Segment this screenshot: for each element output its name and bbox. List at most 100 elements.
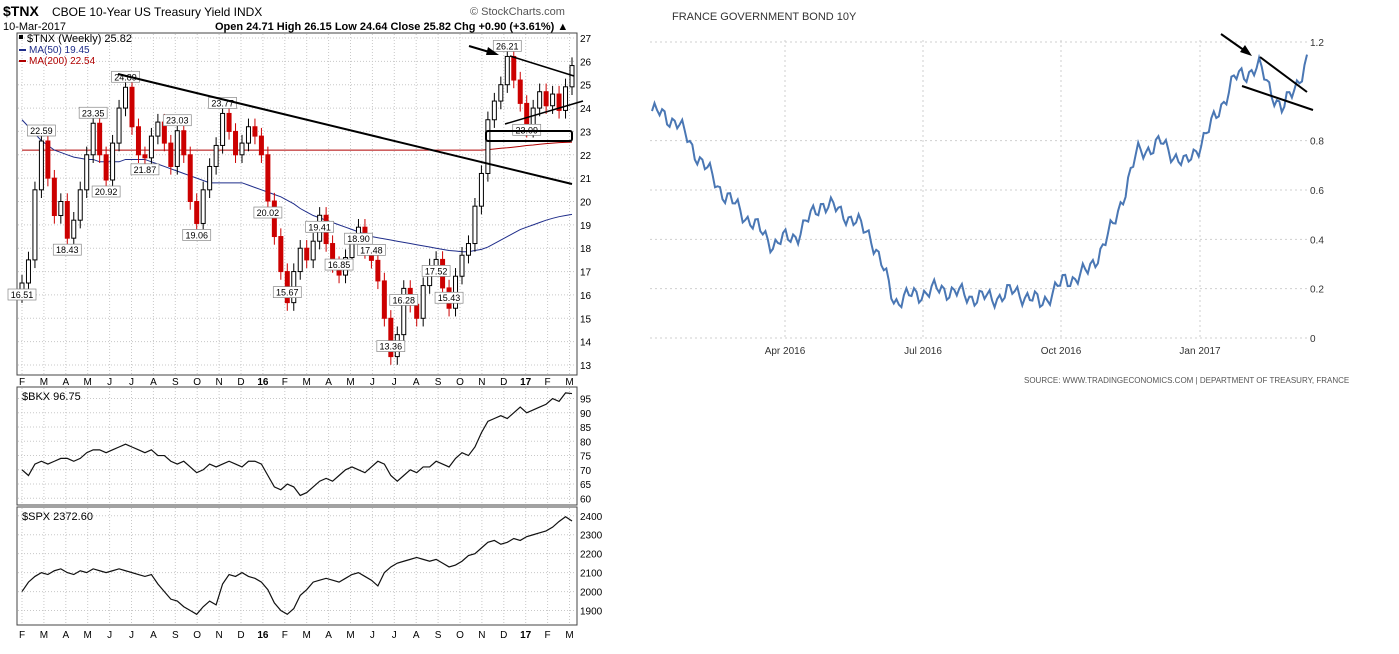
- spx-tick-label: 2200: [580, 550, 603, 561]
- price-label: 16.28: [392, 295, 415, 305]
- candle-body: [64, 201, 70, 239]
- stockcharts-svg: $TNX CBOE 10-Year US Treasury Yield INDX…: [3, 3, 603, 641]
- candle-body: [504, 55, 510, 86]
- pennant-lower-line: [504, 100, 584, 125]
- ohlc-text: Open 24.71 High 26.15 Low 24.64 Close 25…: [215, 21, 568, 33]
- price-label: 21.87: [134, 165, 157, 175]
- price-label: 16.85: [328, 260, 351, 270]
- candle-body: [77, 189, 83, 221]
- month-label: A: [62, 377, 69, 388]
- legend-tnx: $TNX (Weekly) 25.82: [27, 33, 132, 45]
- candle-body: [550, 93, 556, 107]
- candle-body: [45, 140, 51, 179]
- candle-body: [207, 165, 213, 191]
- spx-tick-label: 2300: [580, 531, 603, 542]
- right-y-tick: 0.6: [1310, 186, 1324, 197]
- symbol-label: $TNX: [3, 3, 39, 19]
- month-label: M: [40, 630, 48, 641]
- candle-body: [90, 122, 96, 156]
- month-label: O: [456, 377, 464, 388]
- spx-y-axis: 2400 2300 2200 2100 2000 1900: [580, 512, 603, 618]
- price-label-box: [27, 124, 56, 137]
- month-label: S: [172, 630, 179, 641]
- tnx-tick-label: 26: [580, 57, 592, 68]
- candle-body: [174, 130, 180, 167]
- candle-body: [123, 86, 129, 109]
- candle-body: [297, 247, 303, 273]
- price-label-box: [389, 294, 419, 306]
- month-label: O: [193, 630, 201, 641]
- candle-body: [420, 285, 426, 319]
- tnx-y-axis: 27 26 25 24 23 22 21 20 19 18 17 16 15 14 13: [580, 34, 592, 372]
- candle-body: [51, 177, 57, 217]
- candle-body: [478, 172, 484, 207]
- month-label: S: [435, 630, 442, 641]
- month-label: J: [392, 377, 397, 388]
- price-label: 20.92: [95, 187, 118, 197]
- price-label-box: [162, 114, 192, 127]
- bkx-y-axis: 95 90 85 80 75 70 65 60: [580, 395, 592, 506]
- bkx-tick-label: 70: [580, 466, 592, 477]
- stockcharts-panel: $TNX CBOE 10-Year US Treasury Yield INDX…: [0, 0, 623, 649]
- tradingeconomics-panel: FRANCE GOVERNMENT BOND 10Y 1.2 0.8 0.6 0.4 0…: [640, 0, 1380, 400]
- spx-tick-label: 1900: [580, 607, 603, 618]
- candle-body: [388, 317, 394, 358]
- candle-body: [459, 254, 465, 277]
- price-label-box: [305, 220, 334, 233]
- tnx-tick-label: 20: [580, 198, 592, 209]
- month-label: N: [215, 630, 222, 641]
- month-label: 17: [520, 630, 532, 641]
- legend-ma50: MA(50) 19.45: [29, 45, 90, 56]
- price-label: 15.43: [438, 293, 461, 303]
- candle-body: [381, 280, 387, 319]
- candle-body: [110, 142, 116, 181]
- bkx-line: [21, 392, 573, 497]
- month-label: O: [193, 377, 201, 388]
- right-lower-trendline: [1241, 85, 1314, 111]
- candle-body: [155, 121, 161, 137]
- candle-body: [349, 243, 355, 259]
- right-x-tick: Jul 2016: [904, 346, 942, 357]
- bkx-tick-label: 95: [580, 395, 592, 406]
- candle-body: [265, 154, 271, 202]
- bkx-tick-label: 60: [580, 494, 592, 505]
- tnx-tick-label: 14: [580, 338, 592, 349]
- candle-body: [148, 135, 154, 159]
- candle-body: [537, 91, 543, 109]
- bkx-tick-label: 85: [580, 423, 592, 434]
- bkx-panel-frame: [16, 386, 578, 506]
- tnx-tick-label: 15: [580, 314, 592, 325]
- right-y-tick: 0: [1310, 334, 1316, 345]
- price-label: 18.90: [347, 234, 370, 244]
- candle-body: [414, 303, 420, 319]
- price-label: 22.59: [30, 126, 53, 136]
- candle-body: [213, 144, 219, 167]
- month-label: F: [282, 377, 288, 388]
- month-label: 16: [257, 630, 269, 641]
- candle-body: [233, 130, 239, 156]
- bkx-grid: [18, 388, 576, 504]
- price-label-box: [357, 244, 386, 256]
- month-label: N: [478, 630, 485, 641]
- right-y-axis: 1.2 0.8 0.6 0.4 0.2 0: [1310, 38, 1324, 345]
- bkx-tick-label: 65: [580, 480, 592, 491]
- price-label: 20.02: [257, 208, 280, 218]
- tnx-tick-label: 24: [580, 104, 592, 115]
- price-label: 15.67: [276, 288, 299, 298]
- candle-body: [187, 154, 193, 203]
- candle-body: [517, 79, 523, 104]
- right-y-tick: 0.2: [1310, 285, 1324, 296]
- month-label: A: [413, 377, 420, 388]
- candle-body: [103, 154, 109, 181]
- candle-body: [194, 201, 200, 224]
- candle-body: [271, 200, 277, 238]
- month-label: J: [107, 630, 112, 641]
- bkx-tick-label: 75: [580, 452, 592, 463]
- candle-body: [32, 189, 38, 261]
- candle-body: [220, 112, 226, 146]
- candle-body: [485, 119, 491, 174]
- right-arrow-head: [1240, 45, 1252, 56]
- candle-body: [252, 126, 258, 137]
- candle-body: [498, 84, 504, 102]
- month-label: M: [565, 377, 573, 388]
